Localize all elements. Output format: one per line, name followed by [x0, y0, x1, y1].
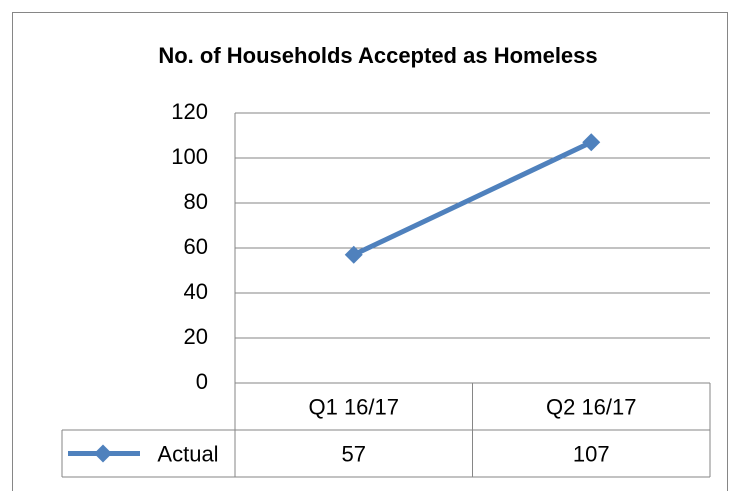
y-tick-label: 60 [184, 234, 208, 259]
legend-marker [94, 444, 112, 463]
y-tick-label: 80 [184, 189, 208, 214]
y-tick-label: 120 [171, 99, 208, 124]
chart-border [12, 12, 728, 491]
y-tick-label: 0 [196, 369, 208, 394]
marker [582, 133, 601, 152]
y-tick-label: 40 [184, 279, 208, 304]
y-tick-label: 20 [184, 324, 208, 349]
x-tick-label: Q1 16/17 [308, 394, 399, 419]
table-value: 57 [342, 441, 366, 466]
x-tick-label: Q2 16/17 [546, 394, 637, 419]
y-tick-label: 100 [171, 144, 208, 169]
marker [344, 245, 363, 264]
legend-label: Actual [157, 441, 218, 466]
table-value: 107 [573, 441, 610, 466]
line [352, 139, 593, 258]
chart-title: No. of Households Accepted as Homeless [158, 43, 597, 68]
